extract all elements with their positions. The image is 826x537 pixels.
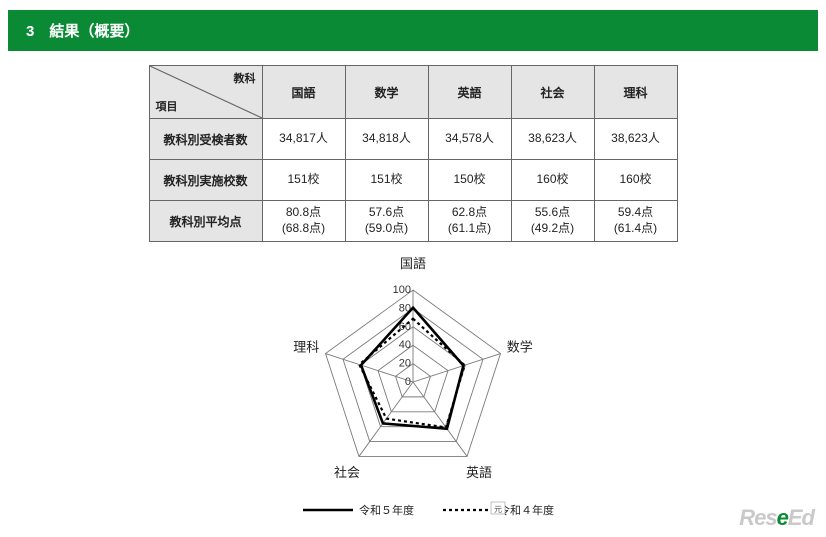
logo-e: e	[777, 505, 788, 530]
brand-logo: ReseEd	[739, 505, 814, 531]
col-head: 社会	[511, 66, 594, 119]
table-row: 教科別受検者数 34,817人 34,818人 34,578人 38,623人 …	[149, 119, 677, 160]
section-title: 3 結果（概要）	[26, 23, 139, 40]
svg-text:令和４年度: 令和４年度	[499, 503, 554, 517]
cell: 160校	[594, 160, 677, 201]
table-corner: 教科 項目	[149, 66, 262, 119]
svg-text:20: 20	[399, 358, 411, 370]
table-row: 教科別実施校数 151校 151校 150校 160校 160校	[149, 160, 677, 201]
col-head: 理科	[594, 66, 677, 119]
corner-bottom-label: 項目	[156, 98, 178, 114]
row-head: 教科別実施校数	[149, 160, 262, 201]
cell: 151校	[345, 160, 428, 201]
col-head: 国語	[262, 66, 345, 119]
cell: 34,817人	[262, 119, 345, 160]
svg-text:元: 元	[494, 505, 502, 514]
svg-text:40: 40	[399, 339, 411, 351]
cell: 34,578人	[428, 119, 511, 160]
results-table: 教科 項目 国語 数学 英語 社会 理科 教科別受検者数 34,817人 34,…	[149, 65, 678, 242]
svg-text:数学: 数学	[507, 339, 533, 354]
cell: 55.6点(49.2点)	[511, 201, 594, 242]
table-row: 教科別平均点 80.8点(68.8点) 57.6点(59.0点) 62.8点(6…	[149, 201, 677, 242]
cell: 59.4点(61.4点)	[594, 201, 677, 242]
cell: 80.8点(68.8点)	[262, 201, 345, 242]
cell: 160校	[511, 160, 594, 201]
cell: 57.6点(59.0点)	[345, 201, 428, 242]
svg-text:令和５年度: 令和５年度	[359, 503, 414, 517]
logo-part1: Res	[739, 505, 776, 530]
svg-text:英語: 英語	[466, 465, 492, 480]
col-head: 英語	[428, 66, 511, 119]
radar-chart: 020406080100国語数学英語社会理科令和５年度令和４年度元	[233, 254, 593, 534]
cell: 38,623人	[594, 119, 677, 160]
svg-text:理科: 理科	[293, 339, 319, 354]
cell: 150校	[428, 160, 511, 201]
radar-chart-container: 020406080100国語数学英語社会理科令和５年度令和４年度元 各教科の平均…	[233, 254, 593, 537]
svg-text:国語: 国語	[400, 256, 426, 271]
cell: 62.8点(61.1点)	[428, 201, 511, 242]
cell: 34,818人	[345, 119, 428, 160]
section-header: 3 結果（概要）	[8, 10, 818, 51]
row-head: 教科別平均点	[149, 201, 262, 242]
corner-top-label: 教科	[234, 70, 256, 86]
row-head: 教科別受検者数	[149, 119, 262, 160]
col-head: 数学	[345, 66, 428, 119]
svg-text:社会: 社会	[334, 465, 360, 480]
cell: 151校	[262, 160, 345, 201]
logo-part2: Ed	[788, 505, 814, 530]
cell: 38,623人	[511, 119, 594, 160]
svg-text:100: 100	[393, 284, 411, 296]
svg-text:0: 0	[405, 376, 411, 388]
